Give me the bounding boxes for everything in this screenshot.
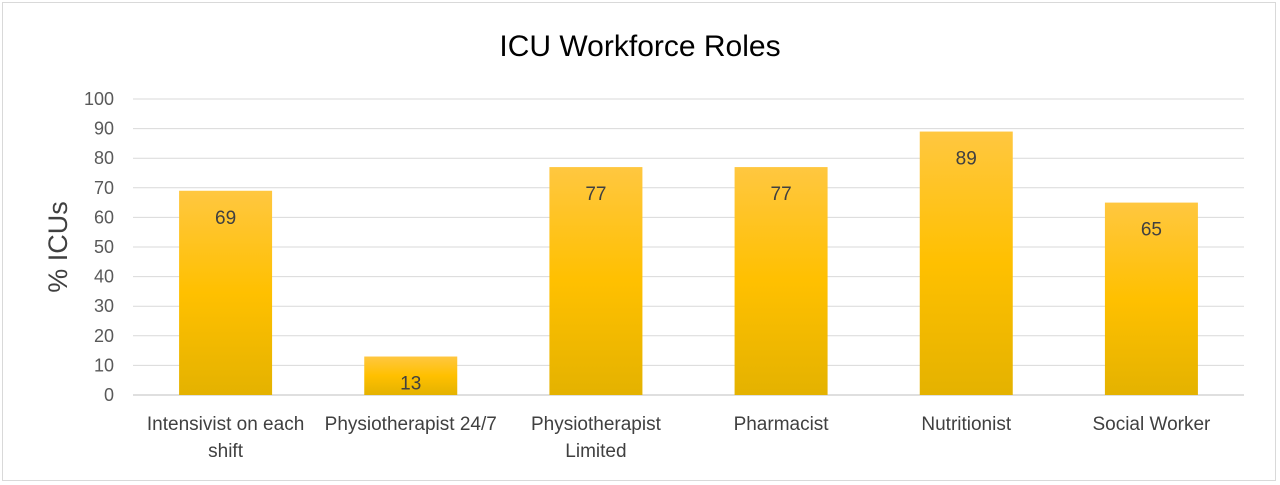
x-tick-label-line: Limited [565, 441, 626, 462]
x-tick-label: Social Worker [1092, 414, 1211, 435]
x-tick-label: Physiotherapist Limited [531, 414, 662, 462]
bars [179, 131, 1198, 395]
y-tick-label: 10 [94, 355, 114, 375]
bar [364, 356, 458, 395]
bar [919, 131, 1013, 395]
x-tick-label: Physiotherapist 24/7 [325, 414, 497, 435]
x-tick-label-line: Physiotherapist 24/7 [325, 414, 497, 435]
y-tick-labels: 0 10 20 30 40 50 60 70 80 90 100 [84, 89, 114, 405]
data-label: 65 [1141, 220, 1162, 241]
data-labels: 69 13 77 77 89 65 [215, 149, 1162, 395]
x-tick-label: Intensivist on each shift [147, 414, 304, 462]
x-tick-label-line: shift [208, 441, 244, 462]
data-label: 77 [585, 184, 606, 205]
y-axis-label: % ICUs [43, 201, 73, 293]
x-tick-label-line: Nutritionist [921, 414, 1011, 435]
x-tick-labels: Intensivist on each shift Physiotherapist … [147, 414, 1211, 462]
x-tick-label-line: Social Worker [1092, 414, 1211, 435]
bar [549, 167, 643, 395]
y-tick-label: 70 [94, 178, 114, 198]
y-tick-label: 50 [94, 237, 114, 257]
y-tick-label: 20 [94, 326, 114, 346]
y-tick-label: 90 [94, 119, 114, 139]
bar [734, 167, 828, 395]
data-label: 13 [400, 374, 421, 395]
x-tick-label: Pharmacist [734, 414, 830, 435]
y-tick-label: 0 [104, 385, 114, 405]
y-tick-label: 40 [94, 267, 114, 287]
y-tick-label: 100 [84, 89, 114, 109]
y-tick-label: 60 [94, 207, 114, 227]
bar [1104, 202, 1198, 395]
x-tick-label-line: Pharmacist [734, 414, 830, 435]
y-tick-label: 30 [94, 296, 114, 316]
gridlines [133, 98, 1244, 396]
x-tick-label-line: Physiotherapist [531, 414, 662, 435]
data-label: 89 [956, 149, 977, 170]
data-label: 77 [771, 184, 792, 205]
y-tick-label: 80 [94, 148, 114, 168]
x-tick-label: Nutritionist [921, 414, 1011, 435]
x-tick-label-line: Intensivist on each [147, 414, 304, 435]
bar [179, 190, 273, 395]
chart-title: ICU Workforce Roles [499, 30, 780, 63]
data-label: 69 [215, 208, 236, 229]
